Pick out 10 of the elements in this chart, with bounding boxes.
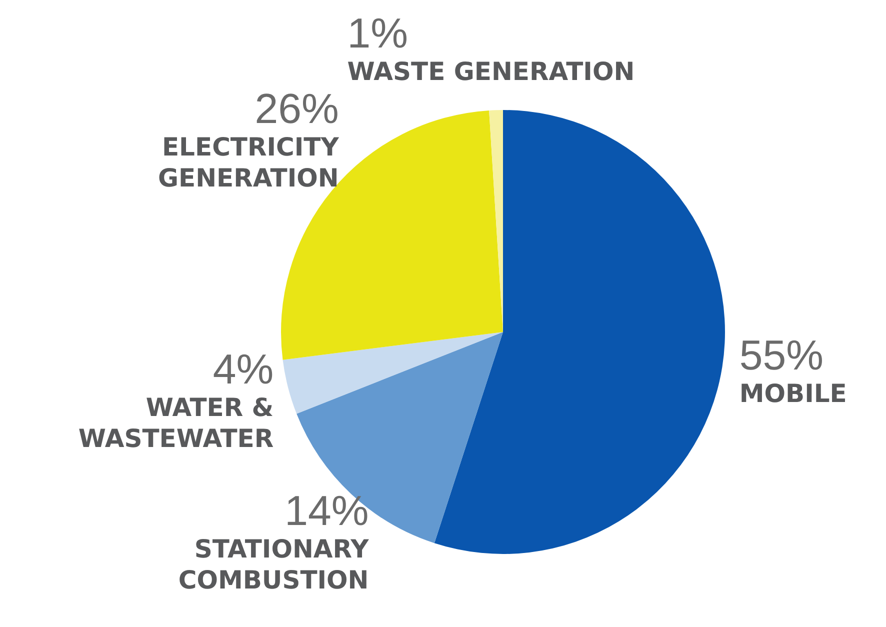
data-label: 4%: [212, 346, 274, 393]
slice-label: STATIONARY COMBUSTION: [178, 534, 370, 594]
slice-label: ELECTRICITY GENERATION: [158, 132, 340, 193]
data-label: 1%: [347, 10, 408, 57]
slice-label: WATER & WASTEWATER: [78, 393, 274, 454]
data-label: 55%: [739, 332, 824, 379]
slice-label: WASTE GENERATION: [347, 57, 635, 86]
slice-label: MOBILE: [739, 379, 847, 408]
data-label: 14%: [284, 486, 369, 534]
data-label: 26%: [254, 85, 339, 132]
